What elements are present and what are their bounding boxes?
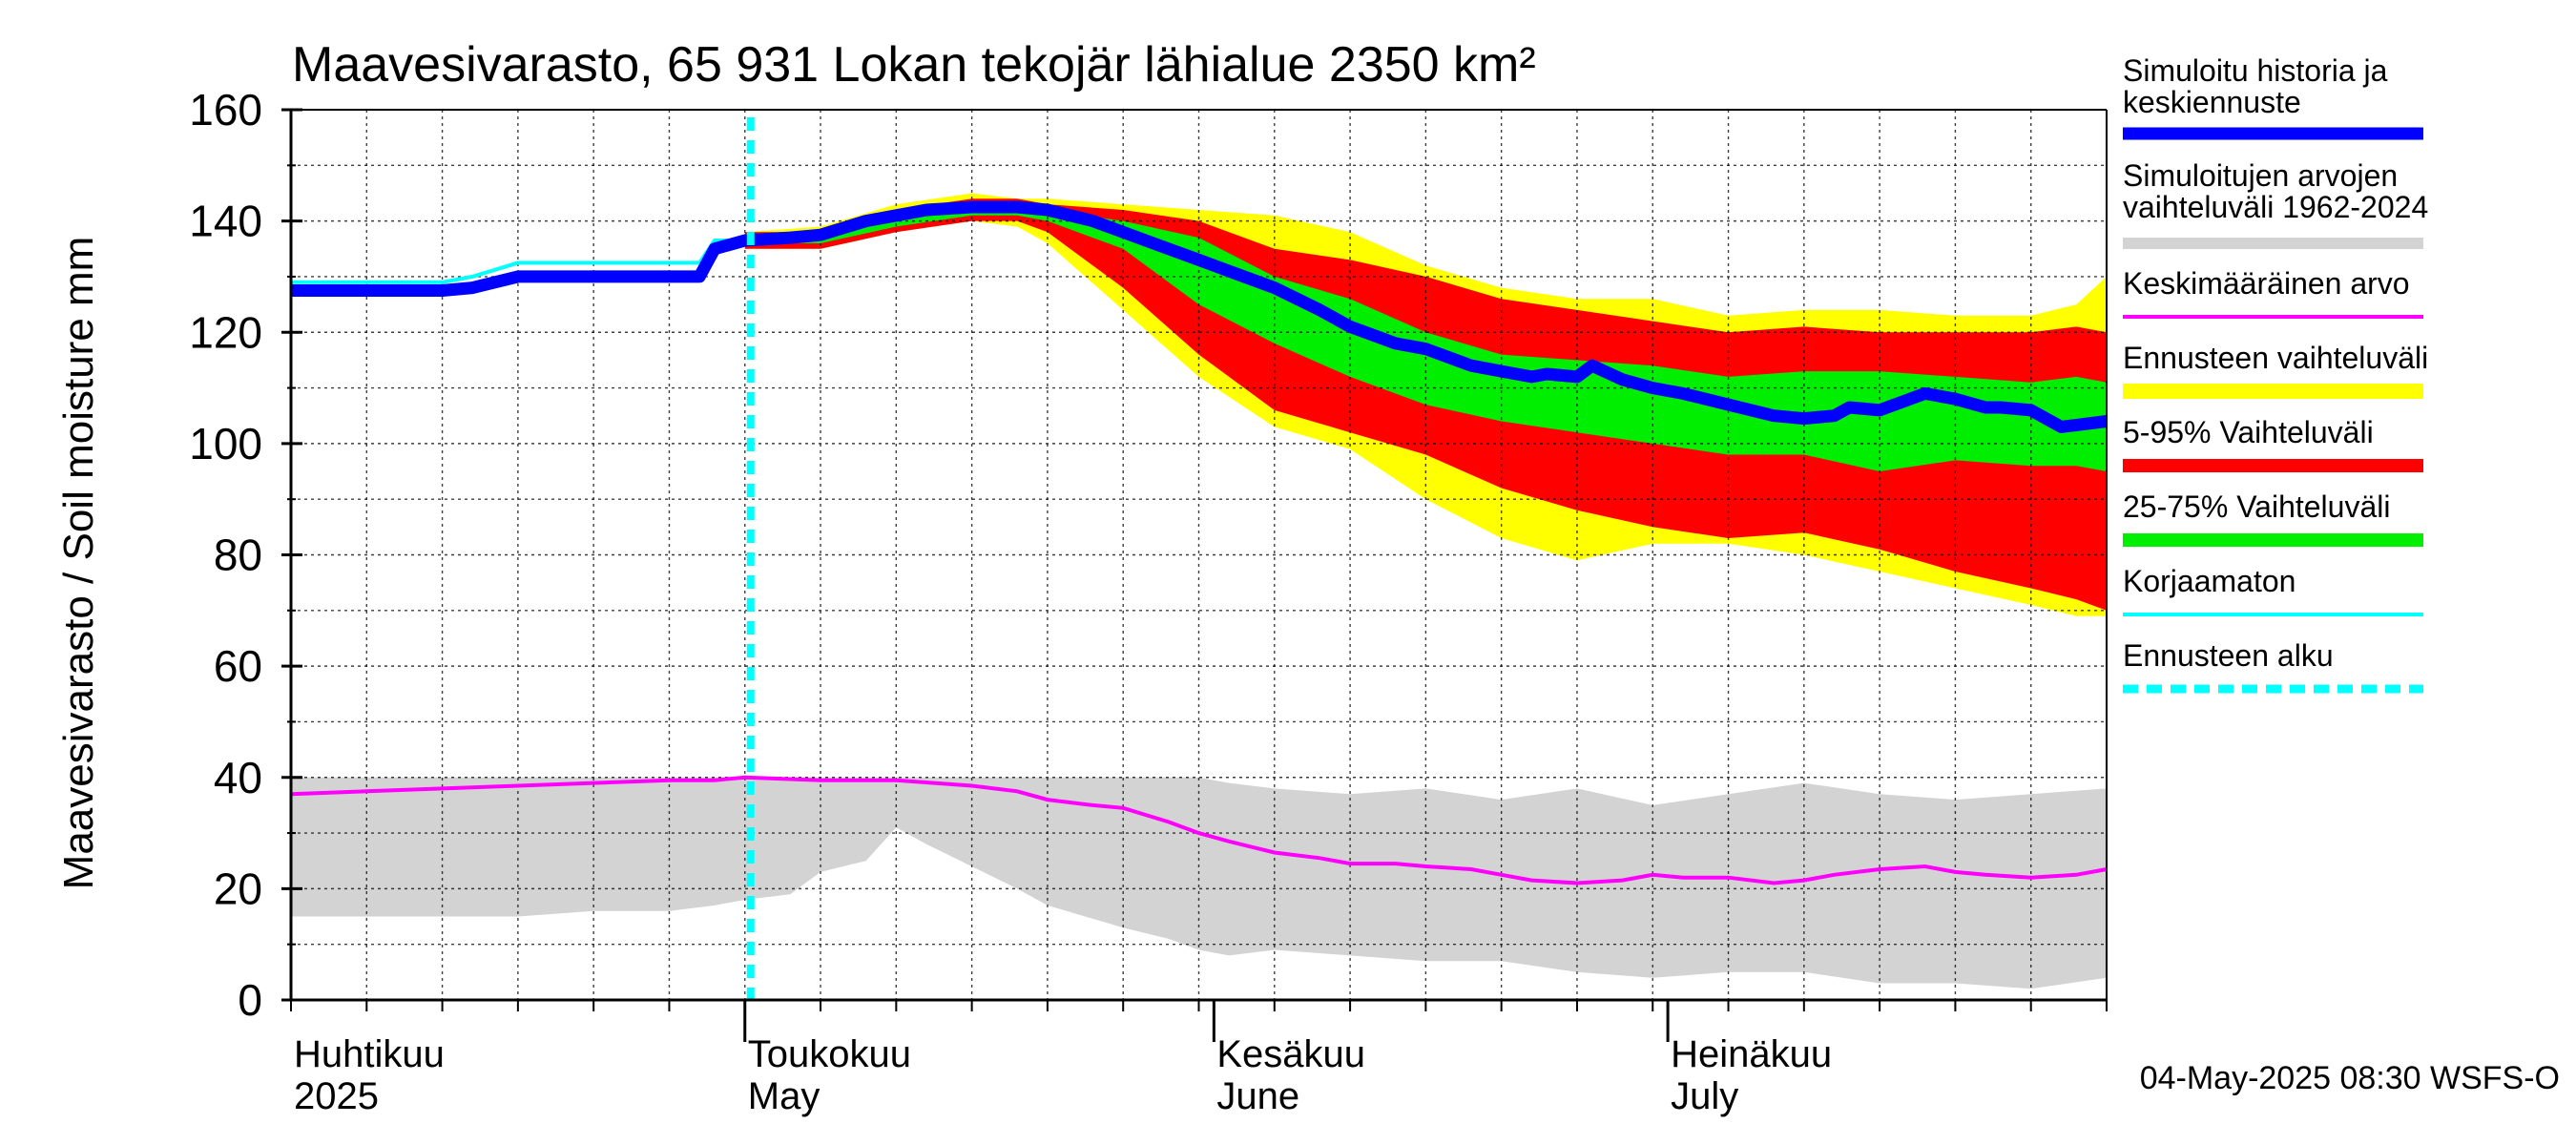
y-tick-label: 40 — [214, 753, 262, 802]
y-tick-label: 0 — [238, 975, 262, 1025]
lines-layer — [290, 117, 2108, 1000]
y-tick-label: 160 — [189, 85, 262, 135]
chart-title: Maavesivarasto, 65 931 Lokan tekojär läh… — [292, 37, 1536, 93]
month-label: Kesäkuu — [1216, 1033, 1365, 1075]
month-label-sub: 2025 — [294, 1075, 379, 1117]
month-label-sub: June — [1216, 1075, 1299, 1117]
history-range-band — [291, 777, 2107, 989]
y-tick-label: 140 — [189, 197, 262, 246]
footer-timestamp: 04-May-2025 08:30 WSFS-O — [2140, 1060, 2560, 1096]
y-tick-label: 120 — [189, 307, 262, 357]
month-label: Huhtikuu — [294, 1033, 445, 1075]
y-axis-label: Maavesivarasto / Soil moisture mm — [55, 237, 102, 890]
y-tick-label: 60 — [214, 641, 262, 691]
y-tick-label: 100 — [189, 419, 262, 468]
y-tick-label: 80 — [214, 531, 262, 580]
month-label-sub: May — [748, 1075, 821, 1117]
month-label-sub: July — [1671, 1075, 1738, 1117]
legend-label: Simuloitu historia ja — [2123, 53, 2388, 88]
y-tick-label: 20 — [214, 864, 262, 913]
legend-label: Simuloitujen arvojen — [2123, 158, 2398, 193]
legend-label: keskiennuste — [2123, 85, 2301, 119]
legend-label: Ennusteen alku — [2123, 638, 2334, 673]
month-label: Heinäkuu — [1671, 1033, 1832, 1075]
legend-label: Keskimääräinen arvo — [2123, 266, 2410, 301]
legend-label: vaihteluväli 1962-2024 — [2123, 190, 2428, 224]
legend-label: Korjaamaton — [2123, 564, 2296, 598]
legend-label: 25-75% Vaihteluväli — [2123, 489, 2390, 524]
history-mean-line — [291, 200, 2108, 433]
legend-label: 5-95% Vaihteluväli — [2123, 415, 2374, 449]
month-label: Toukokuu — [748, 1033, 911, 1075]
legend-label: Ennusteen vaihteluväli — [2123, 341, 2428, 375]
mean-line — [290, 775, 2108, 885]
